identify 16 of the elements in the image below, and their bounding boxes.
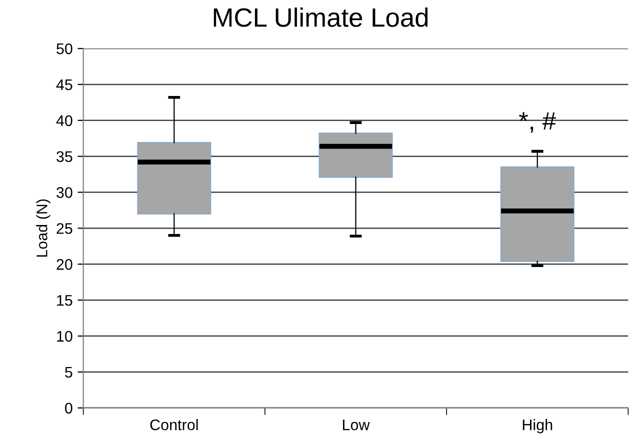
y-tick-label: 0 <box>65 402 72 414</box>
x-tick-label: High <box>522 419 552 434</box>
y-tick-label: 5 <box>65 367 72 378</box>
y-axis-title: Load (N) <box>36 199 50 257</box>
x-tick-label: Control <box>150 419 198 430</box>
y-tick-label: 10 <box>57 330 72 342</box>
y-tick-label: 30 <box>56 187 72 198</box>
y-tick-label: 50 <box>56 43 72 54</box>
y-tick-label: 45 <box>56 79 72 90</box>
y-tick-label: 25 <box>56 223 72 234</box>
y-tick-label: 40 <box>56 115 72 126</box>
y-tick-label: 20 <box>56 259 72 270</box>
y-tick-label: 35 <box>56 151 72 162</box>
y-tick-label: 15 <box>57 295 72 306</box>
x-tick-label: Low <box>342 420 370 430</box>
chart-title: MCL Ulimate Load <box>214 8 428 27</box>
